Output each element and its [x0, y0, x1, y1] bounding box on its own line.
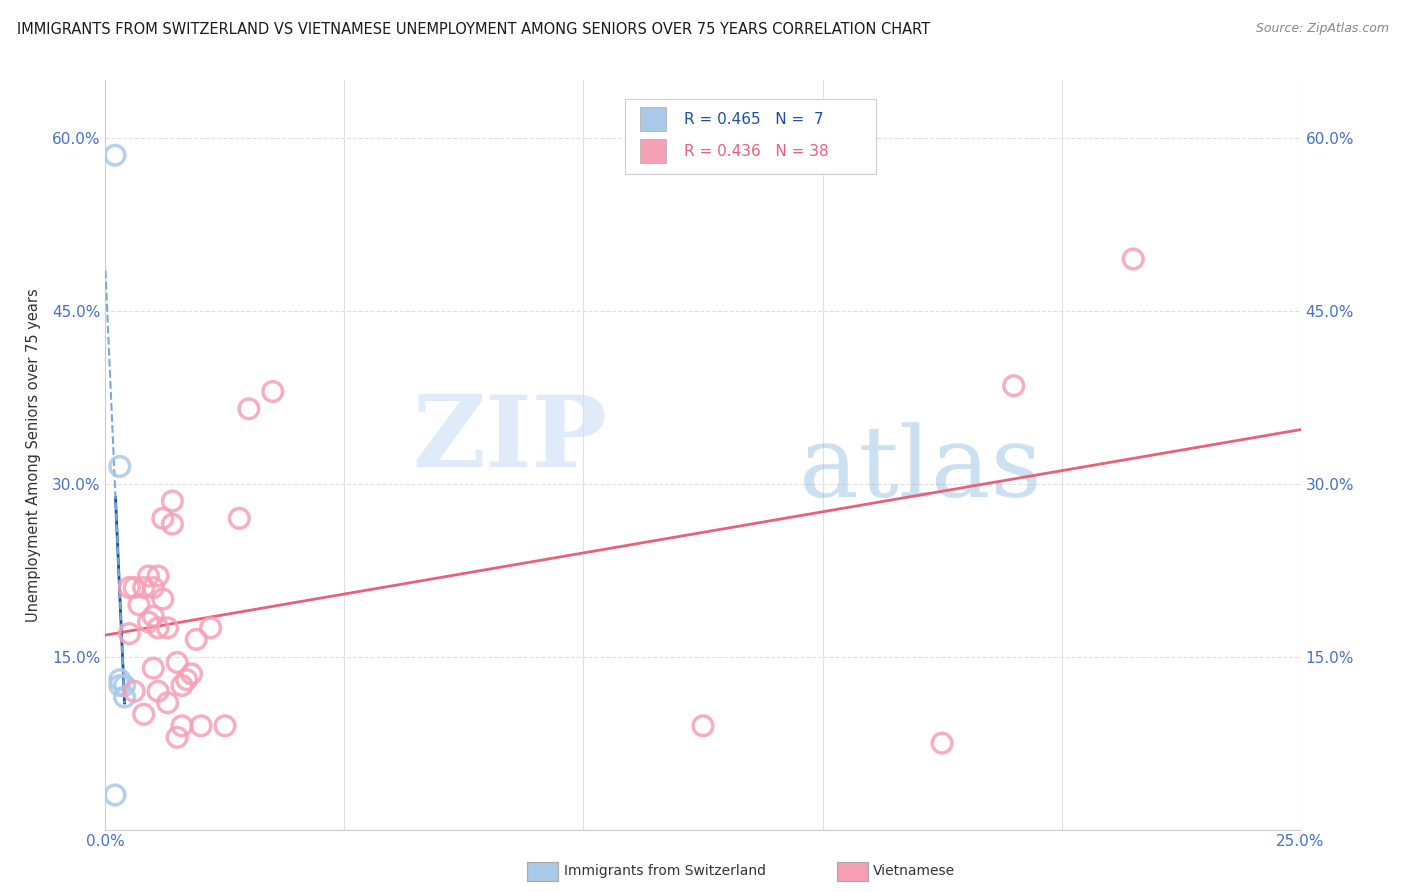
- Point: [108, 459, 131, 474]
- Point: [170, 719, 193, 733]
- Point: [166, 656, 188, 670]
- Text: IMMIGRANTS FROM SWITZERLAND VS VIETNAMESE UNEMPLOYMENT AMONG SENIORS OVER 75 YEA: IMMIGRANTS FROM SWITZERLAND VS VIETNAMES…: [17, 22, 929, 37]
- Text: Source: ZipAtlas.com: Source: ZipAtlas.com: [1256, 22, 1389, 36]
- Point: [156, 696, 179, 710]
- Text: R = 0.436   N = 38: R = 0.436 N = 38: [683, 144, 828, 159]
- Text: atlas: atlas: [799, 422, 1042, 517]
- Point: [1122, 252, 1144, 266]
- Point: [152, 592, 174, 607]
- Point: [180, 667, 202, 681]
- Point: [142, 581, 165, 595]
- Point: [122, 581, 145, 595]
- FancyBboxPatch shape: [640, 139, 666, 163]
- Point: [190, 719, 212, 733]
- Point: [108, 678, 131, 692]
- Point: [166, 731, 188, 745]
- Point: [128, 598, 150, 612]
- Point: [146, 621, 169, 635]
- Text: R = 0.465   N =  7: R = 0.465 N = 7: [683, 112, 824, 127]
- Point: [122, 684, 145, 698]
- Point: [118, 626, 141, 640]
- Point: [152, 511, 174, 525]
- Point: [156, 621, 179, 635]
- Text: ZIP: ZIP: [412, 392, 607, 489]
- Point: [104, 148, 127, 162]
- Point: [138, 569, 160, 583]
- Y-axis label: Unemployment Among Seniors over 75 years: Unemployment Among Seniors over 75 years: [25, 288, 41, 622]
- FancyBboxPatch shape: [626, 99, 876, 174]
- Text: Vietnamese: Vietnamese: [873, 864, 955, 879]
- FancyBboxPatch shape: [640, 107, 666, 131]
- Point: [114, 690, 136, 704]
- Point: [118, 581, 141, 595]
- Point: [142, 661, 165, 675]
- Point: [931, 736, 953, 750]
- Point: [142, 609, 165, 624]
- Point: [170, 678, 193, 692]
- Point: [132, 707, 155, 722]
- Point: [162, 517, 184, 532]
- Point: [108, 673, 131, 687]
- Point: [132, 581, 155, 595]
- Point: [138, 615, 160, 629]
- Text: Immigrants from Switzerland: Immigrants from Switzerland: [564, 864, 766, 879]
- Point: [1002, 378, 1025, 392]
- Point: [692, 719, 714, 733]
- Point: [262, 384, 284, 399]
- Point: [146, 684, 169, 698]
- Point: [176, 673, 198, 687]
- Point: [114, 678, 136, 692]
- Point: [162, 494, 184, 508]
- Point: [228, 511, 250, 525]
- Point: [238, 401, 260, 416]
- Point: [186, 632, 208, 647]
- Point: [214, 719, 236, 733]
- Point: [146, 569, 169, 583]
- Point: [200, 621, 222, 635]
- Point: [104, 788, 127, 802]
